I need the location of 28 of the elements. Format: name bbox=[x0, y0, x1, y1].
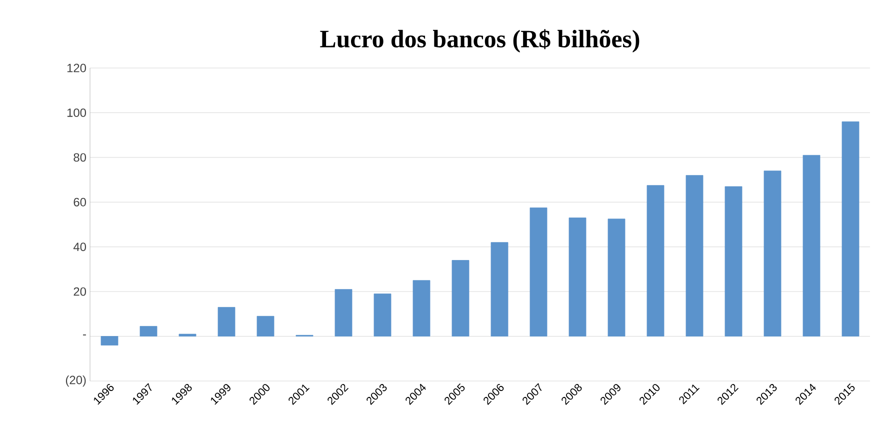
bar bbox=[256, 316, 274, 336]
bar bbox=[334, 289, 352, 336]
bar bbox=[374, 294, 392, 336]
bar bbox=[490, 242, 508, 336]
y-tick-label: 120 bbox=[67, 64, 86, 72]
y-tick-label: 80 bbox=[74, 153, 86, 162]
bar bbox=[218, 307, 236, 336]
bar bbox=[140, 326, 158, 336]
bar bbox=[842, 121, 860, 336]
y-tick-label: 40 bbox=[73, 242, 86, 252]
bar bbox=[724, 186, 742, 336]
bar bbox=[764, 170, 782, 336]
bar bbox=[568, 218, 586, 336]
bar bbox=[178, 334, 196, 336]
y-tick-label: 100 bbox=[67, 108, 86, 117]
chart-title: Lucro dos bancos (R$ bilhões) bbox=[320, 29, 640, 52]
bar bbox=[608, 218, 626, 336]
y-tick-label: (20) bbox=[66, 375, 86, 387]
bar bbox=[100, 336, 118, 346]
bar bbox=[646, 185, 664, 336]
bar bbox=[530, 208, 548, 336]
y-tick-label: - bbox=[83, 334, 86, 336]
bar bbox=[412, 280, 430, 336]
bar bbox=[802, 154, 820, 336]
bar bbox=[686, 175, 704, 336]
bar bbox=[452, 260, 470, 336]
y-tick-label: 60 bbox=[74, 198, 86, 206]
y-tick-label: 20 bbox=[74, 287, 86, 296]
